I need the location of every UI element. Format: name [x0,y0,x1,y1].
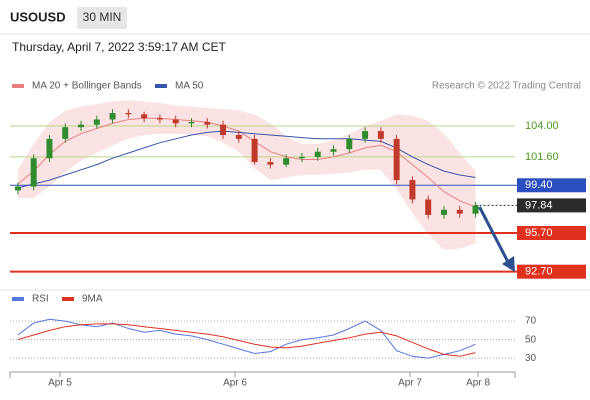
credit: Research © 2022 Trading Central [432,81,581,92]
candle-body [93,119,100,125]
interval: 30 MIN [83,10,122,24]
candle-body [156,118,163,120]
candle-body [314,151,321,157]
level-label: 92.70 [525,266,553,278]
x-tick-label: Apr 8 [466,378,490,389]
legend-label: 9MA [82,294,103,305]
candle-body [78,124,85,128]
candle-body [62,127,69,139]
level-label: 99.40 [525,179,553,191]
level-label: 104.00 [525,120,559,132]
candle-body [188,122,195,124]
level-label: 95.70 [525,227,553,239]
timestamp: Thursday, April 7, 2022 3:59:17 AM CET [12,40,227,54]
candle-body [346,138,353,150]
level-box [517,198,586,213]
x-tick-label: Apr 5 [48,378,72,389]
projection-arrow [478,206,510,263]
symbol: USOUSD [10,9,66,24]
candle-body [440,209,447,215]
legend-swatch [12,84,24,88]
candle-body [220,124,227,135]
candle-body [425,199,432,215]
level-label: 97.84 [525,199,553,211]
x-tick-label: Apr 7 [398,378,422,389]
candle-body [393,138,400,181]
legend-label: MA 50 [175,81,204,92]
level-label: 101.60 [525,151,559,163]
indicator-line [17,318,476,359]
legend-swatch [62,297,74,301]
interval-box [77,7,127,29]
level-box [517,225,586,240]
candle-body [172,119,179,124]
legend-swatch [12,297,24,301]
candle-body [456,209,463,214]
y-tick-label: 70 [525,316,537,327]
candle-body [362,131,369,139]
candle-body [204,122,211,125]
candle-body [141,114,148,119]
legend-label: MA 20 + Bollinger Bands [32,81,142,92]
candle-body [409,180,416,200]
candle-body [46,138,53,159]
level-box [517,264,586,279]
candle-body [267,162,274,165]
candle-body [109,113,116,120]
candle-body [30,158,37,187]
level-box [517,178,586,193]
arrow-head [502,256,515,272]
x-tick-label: Apr 6 [223,378,247,389]
y-tick-label: 30 [525,353,537,364]
candle-body [330,149,337,152]
candle-body [283,158,290,165]
candle-body [472,205,479,214]
legend-label: RSI [32,294,49,305]
legend-swatch [155,84,167,88]
y-tick-label: 50 [525,334,537,345]
candle-body [377,131,384,139]
candle-body [251,138,258,163]
candle-body [125,113,132,115]
candle-body [14,186,21,191]
bollinger-band [17,100,476,250]
candle-body [235,134,242,139]
indicator-line [17,323,476,357]
candle-body [298,156,305,159]
